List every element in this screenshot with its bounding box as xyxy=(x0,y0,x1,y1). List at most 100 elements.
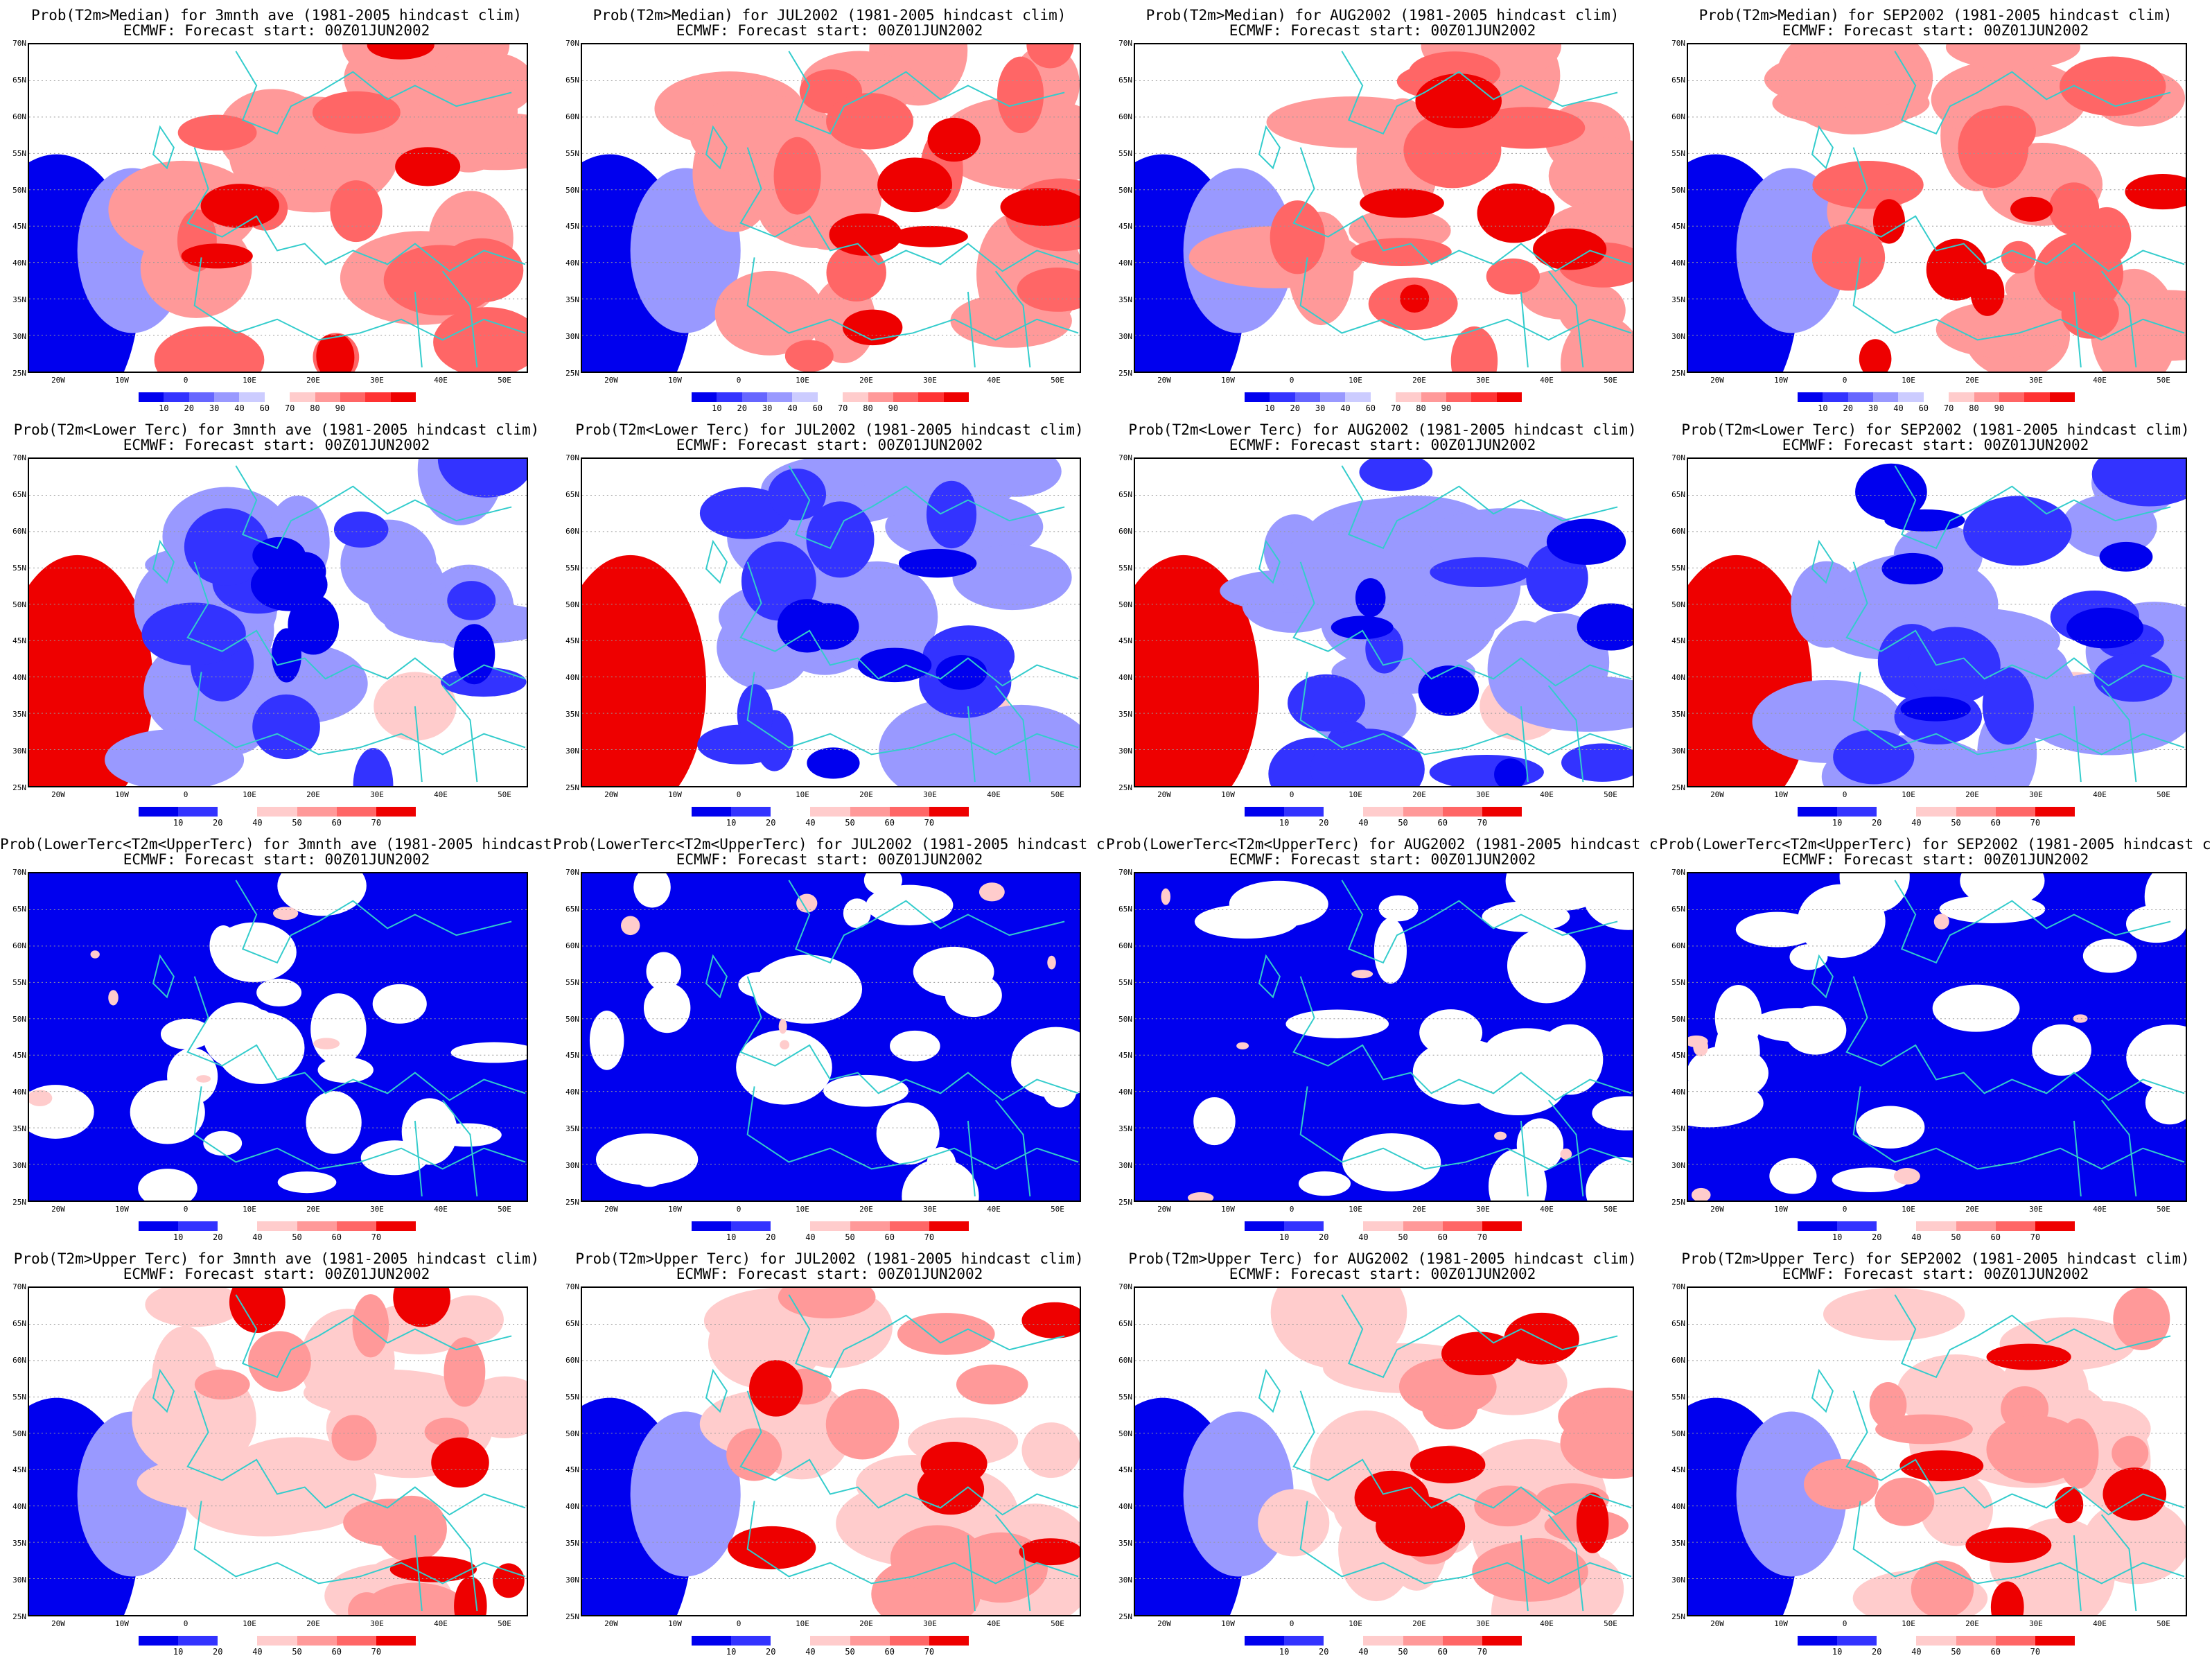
map-panel: Prob(T2m<Lower Terc) for 3mnth ave (1981… xyxy=(0,414,553,829)
lon-tick-label: 20E xyxy=(1412,790,1426,799)
field-patch xyxy=(454,1576,487,1615)
map-panel: Prob(T2m>Median) for AUG2002 (1981-2005 … xyxy=(1106,0,1659,414)
colorbar-label: 10 xyxy=(173,1232,184,1242)
lon-tick-label: 0 xyxy=(183,1619,188,1628)
field-patch xyxy=(595,1133,699,1185)
field-patch xyxy=(1506,676,1633,732)
lat-tick-label: 35N xyxy=(12,295,26,305)
probability-field xyxy=(582,1288,1080,1615)
field-patch xyxy=(160,1018,213,1049)
field-patch xyxy=(1751,1008,1843,1042)
field-patch xyxy=(216,1011,305,1084)
lon-tick-label: 30E xyxy=(923,790,937,799)
lon-tick-label: 30E xyxy=(2029,376,2043,385)
field-patch xyxy=(1494,758,1527,786)
lon-tick-label: 10E xyxy=(1349,1205,1362,1214)
colorbar-swatch xyxy=(771,1636,811,1646)
field-patch xyxy=(2113,1288,2170,1350)
lat-tick-label: 50N xyxy=(1671,185,1685,195)
lat-tick-label: 45N xyxy=(1118,1465,1132,1475)
lat-tick-label: 55N xyxy=(1118,148,1132,158)
colorbar-label: 40 xyxy=(1358,818,1369,828)
colorbar-swatch xyxy=(771,1221,811,1231)
colorbar-swatch xyxy=(164,392,189,402)
colorbar-label: 70 xyxy=(1390,403,1401,413)
lon-tick-label: 20E xyxy=(1965,1619,1979,1628)
lat-tick-label: 30N xyxy=(1671,1576,1685,1585)
colorbar-swatch xyxy=(1798,1221,1838,1231)
panel-title: Prob(LowerTerc<T2m<UpperTerc) for AUG200… xyxy=(1106,836,1659,853)
panel-title: Prob(T2m<Lower Terc) for AUG2002 (1981-2… xyxy=(1128,421,1637,438)
field-patch xyxy=(105,729,245,786)
colorbar-label: 20 xyxy=(1319,1232,1329,1242)
lon-tick-label: 50E xyxy=(1051,1619,1064,1628)
lon-tick-label: 10E xyxy=(1902,1205,1915,1214)
colorbar-swatch xyxy=(1482,1636,1522,1646)
lat-tick-label: 45N xyxy=(1118,1051,1132,1061)
colorbar-swatch xyxy=(1345,392,1371,402)
coastline xyxy=(705,1294,1079,1612)
lon-tick-label: 0 xyxy=(1289,790,1294,799)
colorbar-swatch xyxy=(1245,1221,1285,1231)
field-patch xyxy=(1939,895,2046,924)
coastline xyxy=(152,1294,526,1612)
lat-tick-label: 55N xyxy=(1671,977,1685,987)
colorbar-swatch xyxy=(889,1636,929,1646)
colorbar-label: 40 xyxy=(1911,1232,1922,1242)
colorbar-swatch xyxy=(1873,392,1899,402)
colorbar-label: 40 xyxy=(1911,818,1922,828)
colorbar-label: 60 xyxy=(1437,818,1448,828)
panel-subtitle: ECMWF: Forecast start: 00Z01JUN2002 xyxy=(676,437,983,453)
field-patch xyxy=(621,916,640,936)
field-patch xyxy=(1875,1477,1935,1526)
colorbar-label: 30 xyxy=(762,403,773,413)
colorbar-label: 20 xyxy=(1872,1647,1882,1657)
map-panel: Prob(T2m>Upper Terc) for AUG2002 (1981-2… xyxy=(1106,1244,1659,1658)
field-patch xyxy=(1963,496,2072,566)
colorbar-label: 20 xyxy=(1872,818,1882,828)
field-patch xyxy=(2073,1014,2088,1023)
colorbar-swatch xyxy=(2035,1636,2075,1646)
lon-tick-label: 20E xyxy=(1412,1205,1426,1214)
lat-tick-label: 30N xyxy=(12,332,26,342)
lat-tick-label: 50N xyxy=(12,1014,26,1024)
probability-field xyxy=(582,459,1080,786)
lon-tick-label: 10W xyxy=(1774,1205,1788,1214)
colorbar-swatch xyxy=(850,807,890,817)
colorbar-label: 50 xyxy=(292,1232,302,1242)
colorbar-swatch xyxy=(1446,392,1472,402)
field-patch xyxy=(90,950,100,959)
lat-tick-label: 65N xyxy=(1118,75,1132,85)
panel-title: Prob(LowerTerc<T2m<UpperTerc) for JUL200… xyxy=(553,836,1106,853)
lon-tick-label: 40E xyxy=(434,1619,448,1628)
lon-tick-label: 10W xyxy=(1774,1619,1788,1628)
panel-title: Prob(T2m>Median) for SEP2002 (1981-2005 … xyxy=(1698,7,2172,24)
colorbar-label: 60 xyxy=(1990,1647,2001,1657)
field-patch xyxy=(708,1298,823,1390)
field-patch xyxy=(1355,578,1386,618)
colorbar-label: 60 xyxy=(1365,403,1376,413)
field-patch xyxy=(1688,1079,1764,1128)
lat-tick-label: 60N xyxy=(1118,526,1132,536)
lon-tick-label: 20W xyxy=(1710,790,1724,799)
field-patch xyxy=(1359,459,1433,491)
colorbar-swatch xyxy=(139,1221,179,1231)
lon-tick-label: 10W xyxy=(1774,376,1788,385)
field-patch xyxy=(1236,1042,1249,1050)
lat-tick-label: 65N xyxy=(565,75,579,85)
map-panel: Prob(T2m>Upper Terc) for JUL2002 (1981-2… xyxy=(553,1244,1106,1658)
colorbar xyxy=(692,807,969,817)
field-patch xyxy=(1764,51,1932,108)
lat-tick-label: 55N xyxy=(565,1392,579,1402)
field-patch xyxy=(1823,1288,1965,1341)
colorbar-swatch xyxy=(1245,1636,1285,1646)
lat-tick-label: 70N xyxy=(565,453,579,462)
lon-tick-label: 10E xyxy=(1902,1619,1915,1628)
field-patch xyxy=(437,459,527,498)
field-patch xyxy=(643,982,691,1033)
lat-tick-label: 50N xyxy=(1671,1014,1685,1024)
colorbar-swatch xyxy=(1837,1636,1877,1646)
lon-tick-label: 40E xyxy=(434,376,448,385)
lon-tick-label: 30E xyxy=(923,1205,937,1214)
field-patch xyxy=(1893,1167,1920,1185)
